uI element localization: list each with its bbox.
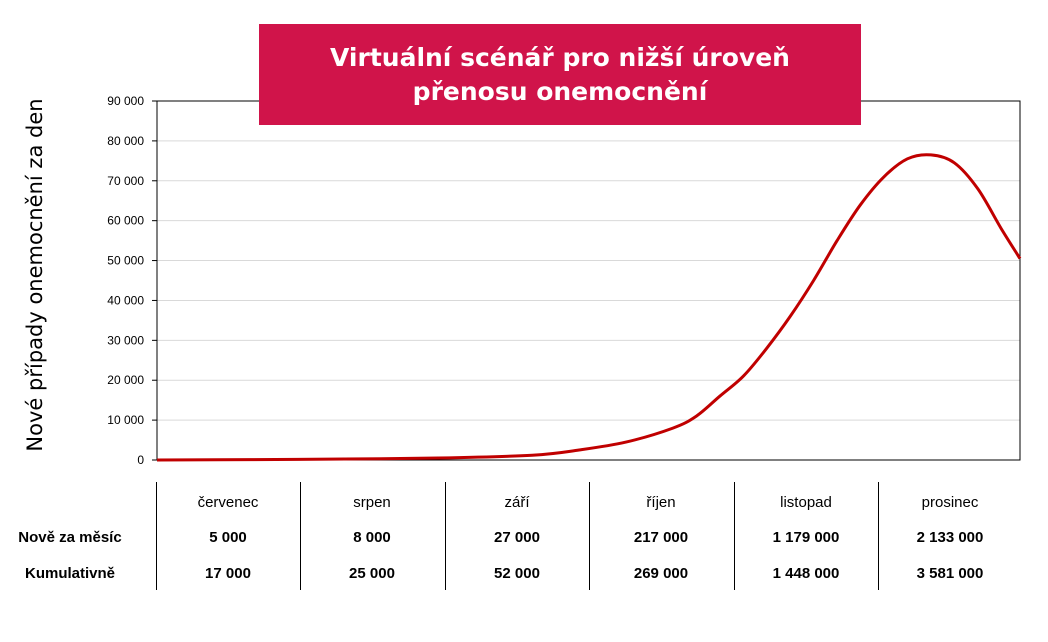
row-label-cumulative: Kumulativně: [24, 565, 115, 582]
y-axis-label: Nové případy onemocnění za den: [23, 98, 47, 452]
cumulative-value: 269 000: [633, 565, 689, 582]
chart-title-banner: Virtuální scénář pro nižší úroveň přenos…: [259, 24, 861, 125]
y-axis-ticks: 0 10 000 20 000 30 000 40 000 50 000 60 000 70 …: [107, 94, 157, 467]
new-cases-value: 5 000: [209, 529, 247, 546]
y-tick-label: 60 000: [107, 214, 144, 228]
y-tick-label: 40 000: [107, 293, 144, 307]
y-tick-label: 20 000: [107, 373, 144, 387]
new-cases-value: 2 133 000: [916, 529, 984, 546]
cumulative-value: 3 581 000: [916, 565, 984, 582]
series-line: [156, 153, 1022, 462]
table-divider: [589, 482, 590, 590]
table-divider: [878, 482, 879, 590]
cumulative-value: 17 000: [205, 565, 251, 582]
month-label: říjen: [646, 494, 676, 511]
row-label-new: Nově za měsíc: [18, 529, 122, 546]
table-divider: [734, 482, 735, 590]
chart-area: 0 10 000 20 000 30 000 40 000 50 000 60 000 70 …: [107, 94, 1022, 467]
new-cases-value: 1 179 000: [772, 529, 840, 546]
new-cases-value: 217 000: [633, 529, 689, 546]
y-tick-label: 70 000: [107, 174, 144, 188]
table-divider: [445, 482, 446, 590]
plot-frame: [156, 100, 1021, 461]
monthly-table: Nově za měsíc Kumulativně červenec srpen…: [0, 482, 1048, 592]
y-tick-label: 10 000: [107, 413, 144, 427]
cumulative-value: 25 000: [349, 565, 395, 582]
y-tick-label: 0: [137, 453, 144, 467]
table-divider: [300, 482, 301, 590]
y-tick-label: 50 000: [107, 254, 144, 268]
new-cases-value: 27 000: [494, 529, 540, 546]
month-label: září: [504, 494, 530, 511]
month-label: červenec: [197, 494, 259, 511]
month-label: srpen: [353, 494, 391, 511]
table-divider: [156, 482, 157, 590]
month-label: prosinec: [921, 494, 979, 511]
cumulative-value: 52 000: [494, 565, 540, 582]
chart-title-line2: přenosu onemocnění: [412, 76, 708, 106]
y-tick-label: 90 000: [107, 94, 144, 108]
cumulative-value: 1 448 000: [772, 565, 840, 582]
y-tick-label: 30 000: [107, 333, 144, 347]
chart-title-line1: Virtuální scénář pro nižší úroveň: [330, 42, 790, 72]
new-cases-value: 8 000: [353, 529, 391, 546]
gridlines: [157, 140, 1020, 421]
y-tick-label: 80 000: [107, 134, 144, 148]
month-label: listopad: [780, 494, 832, 511]
